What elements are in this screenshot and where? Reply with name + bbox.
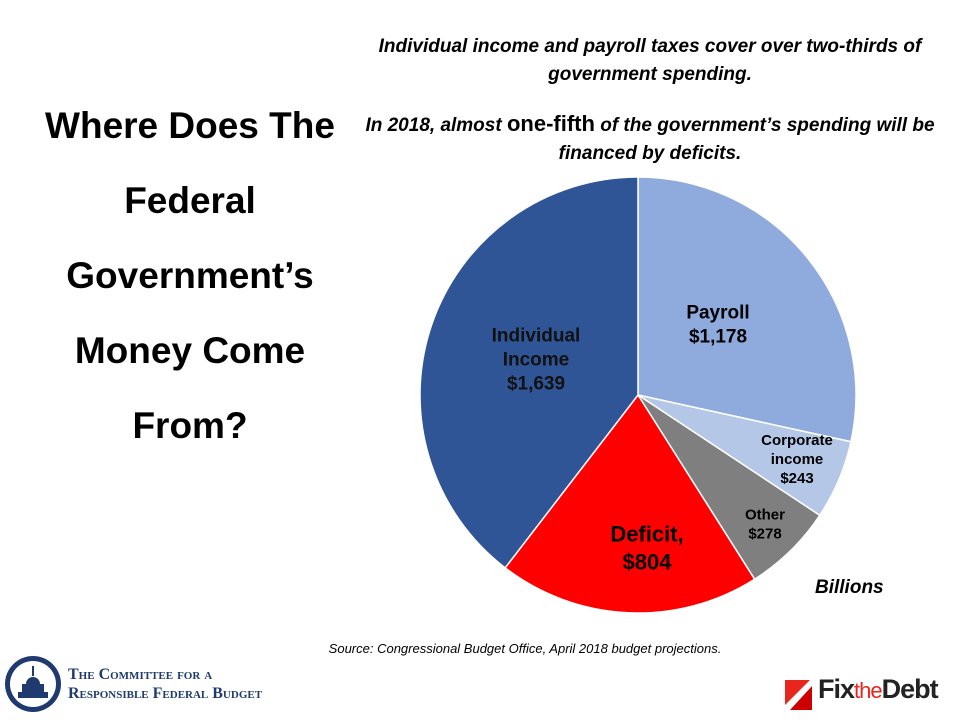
ftd-icon: [785, 680, 812, 710]
category-label: Payroll: [686, 302, 750, 324]
category-label: Deficit,: [610, 521, 684, 547]
source: Source: Congressional Budget Office, Apr…: [328, 641, 722, 656]
logo-text: Debt: [881, 674, 939, 704]
subtitle: Individual income and payroll taxes cove…: [378, 36, 922, 85]
pie-slice: [637, 176, 857, 443]
slice-label: Individual Income $1,639: [466, 324, 606, 395]
category-label: Individual Income: [491, 325, 581, 371]
pie-slice: [419, 176, 639, 569]
logo-text: Responsible Federal Budget: [68, 685, 263, 702]
subtitle-2: In 2018, almost one-fifth of the governm…: [350, 110, 950, 168]
value-label: $243: [780, 469, 814, 487]
crfb-logo: The Committee for a Responsible Federal B…: [68, 665, 262, 703]
slice-label: Other $278: [725, 506, 805, 544]
slice-label: Payroll $1,178: [658, 301, 778, 349]
category-label: Corporate income: [761, 431, 833, 468]
value-label: $804: [622, 549, 672, 574]
slice-label: Deficit, $804: [582, 521, 712, 576]
subtitle-text: In 2018, almost: [365, 115, 507, 136]
chart-title: Where Does The Federal Government’s Mone…: [45, 105, 335, 446]
slice-label: Corporate income $243: [742, 432, 852, 488]
unit-note: Billions: [815, 577, 884, 598]
crfb-seal: [5, 656, 61, 712]
logo-text: The Committee for a: [68, 666, 213, 683]
ftd-logo: FixtheDebt: [818, 674, 939, 705]
subtitle-text: of the government’s spending will be fin…: [558, 115, 935, 164]
pie-slice: [504, 393, 756, 614]
subtitle-highlight: one-fifth: [506, 111, 595, 136]
value-label: $1,178: [688, 326, 748, 347]
value-label: $1,639: [506, 372, 566, 394]
value-label: $278: [748, 525, 782, 542]
logo-text: Fix: [818, 674, 855, 704]
logo-text: the: [854, 678, 883, 703]
category-label: Other: [744, 506, 785, 524]
